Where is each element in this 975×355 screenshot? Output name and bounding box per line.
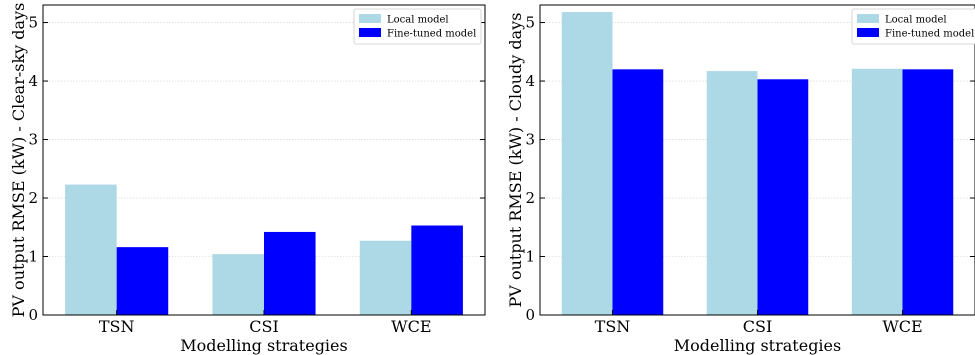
bar-wce-fine-tuned xyxy=(411,225,463,315)
bar-wce-local xyxy=(359,240,412,315)
legend-label-local: Local model xyxy=(885,15,947,26)
x-tick-label-csi: CSI xyxy=(743,317,773,336)
y-tick-label: 0 xyxy=(28,306,38,324)
y-tick-label: 5 xyxy=(525,14,535,32)
bar-wce-fine-tuned xyxy=(902,69,954,315)
legend-box xyxy=(851,8,975,45)
y-tick-label: 1 xyxy=(525,248,535,266)
x-tick-label-wce: WCE xyxy=(391,317,431,336)
bar-wce-local xyxy=(851,68,903,315)
y-axis-label: PV output RMSE (kW) - Cloudy days xyxy=(506,13,525,308)
legend-label-fine-tuned: Fine-tuned model xyxy=(387,29,476,40)
legend-label-local: Local model xyxy=(387,15,449,26)
x-tick-label-csi: CSI xyxy=(249,317,279,336)
y-tick-label: 1 xyxy=(28,248,38,266)
x-tick-label-tsn: TSN xyxy=(99,317,135,336)
legend: Local model Fine-tuned model xyxy=(353,8,482,45)
chart-panel-1: 0 1 2 3 4 5 TSN CSI WCE Modelling strategies PV ou… xyxy=(9,3,486,355)
legend-swatch-fine-tuned xyxy=(359,28,381,37)
legend-label-fine-tuned: Fine-tuned model xyxy=(885,29,974,40)
x-tick-label-tsn: TSN xyxy=(595,317,631,336)
bar-tsn-local xyxy=(561,12,613,316)
bar-csi-local xyxy=(706,71,758,316)
legend-swatch-local xyxy=(359,14,381,23)
y-tick-label: 0 xyxy=(525,306,535,324)
y-axis-label: PV output RMSE (kW) - Clear-sky days xyxy=(9,3,28,318)
y-tick-label: 3 xyxy=(28,131,38,149)
bar-csi-fine-tuned xyxy=(264,231,316,315)
y-tick-label: 4 xyxy=(525,72,535,90)
y-tick-label: 2 xyxy=(525,189,535,207)
x-tick-label-wce: WCE xyxy=(882,317,922,336)
legend-box xyxy=(353,8,482,45)
bar-tsn-local xyxy=(65,184,117,315)
y-tick-label: 3 xyxy=(525,131,535,149)
x-axis-label: Modelling strategies xyxy=(180,336,347,355)
bar-csi-fine-tuned xyxy=(757,79,809,315)
legend: Local model Fine-tuned model xyxy=(851,8,975,45)
chart-panel-2: 0 1 2 3 4 5 TSN CSI WCE Modelling strategies PV ou… xyxy=(506,4,975,355)
x-axis-label: Modelling strategies xyxy=(674,336,841,355)
y-tick-label: 5 xyxy=(28,14,38,32)
bar-tsn-fine-tuned xyxy=(116,247,169,315)
bar-csi-local xyxy=(212,254,264,315)
bar-tsn-fine-tuned xyxy=(612,69,664,315)
y-tick-label: 2 xyxy=(28,189,38,207)
legend-swatch-fine-tuned xyxy=(857,28,879,37)
legend-swatch-local xyxy=(857,14,879,23)
y-tick-label: 4 xyxy=(28,72,38,90)
